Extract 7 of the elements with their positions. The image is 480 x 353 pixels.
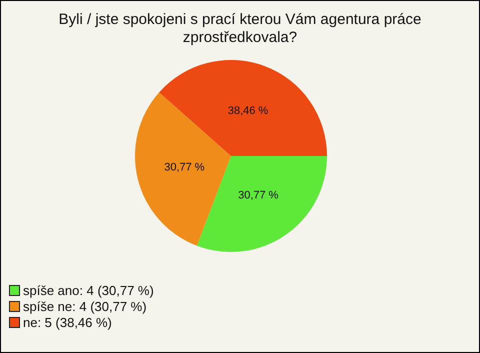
data-label: 38,46 % bbox=[228, 105, 268, 118]
legend-label: spíše ne: 4 (30,77 %) bbox=[23, 298, 147, 314]
data-label: 30,77 % bbox=[238, 190, 279, 202]
legend-label: spíše ano: 4 (30,77 %) bbox=[23, 282, 154, 298]
chart-title: Byli / jste spokojeni s prací kterou Vám agentura práce zprostředkovala? bbox=[58, 11, 422, 47]
data-label: 30,77 % bbox=[164, 162, 205, 174]
legend-label: ne: 5 (38,46 %) bbox=[23, 314, 112, 330]
